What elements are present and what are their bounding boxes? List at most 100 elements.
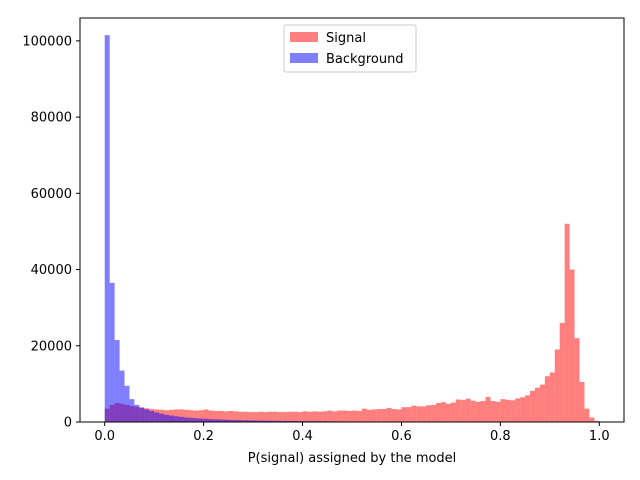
signal-bar — [539, 384, 545, 422]
signal-bar — [455, 399, 461, 422]
background-bar — [262, 420, 268, 422]
signal-bar — [411, 405, 417, 422]
y-tick-label: 20000 — [31, 339, 72, 354]
plot-frame — [79, 17, 625, 423]
y-tick-label: 100000 — [22, 34, 72, 49]
signal-bar — [495, 401, 501, 422]
signal-bar — [416, 406, 422, 422]
background-bar — [272, 420, 278, 422]
signal-bar — [297, 412, 303, 422]
signal-bar — [559, 322, 565, 422]
background-bar — [277, 420, 283, 422]
background-bar — [159, 413, 165, 422]
signal-bar — [549, 372, 555, 422]
y-tick-label: 0 — [64, 416, 72, 431]
signal-bar — [361, 408, 367, 422]
background-bar — [267, 420, 273, 422]
signal-bar — [188, 410, 194, 422]
y-tick-label: 60000 — [31, 187, 72, 202]
x-tick-label: 0.8 — [490, 429, 511, 444]
signal-bar — [183, 409, 189, 422]
signal-bar — [594, 420, 600, 422]
signal-bar — [258, 411, 263, 422]
signal-bar — [272, 411, 278, 422]
signal-bar — [352, 410, 357, 422]
background-bar — [203, 418, 209, 422]
signal-bar — [376, 409, 382, 422]
signal-bar — [525, 395, 531, 422]
signal-bar — [218, 410, 224, 422]
x-tick-label: 0.2 — [193, 429, 214, 444]
x-tick-label: 1.0 — [589, 429, 610, 444]
background-bar — [164, 414, 170, 422]
y-tick-label: 40000 — [31, 263, 72, 278]
series-background-bars — [104, 35, 600, 423]
signal-bar — [584, 408, 590, 422]
signal-bar — [396, 409, 402, 422]
signal-bar — [307, 411, 313, 422]
signal-bar — [332, 411, 338, 422]
signal-bar — [223, 411, 229, 422]
legend-swatch-background — [290, 53, 318, 63]
background-bar — [119, 370, 125, 422]
background-bar — [193, 418, 199, 422]
signal-bar — [406, 407, 412, 422]
background-bar — [104, 35, 110, 423]
signal-bar — [510, 400, 516, 422]
signal-bar — [520, 397, 526, 422]
series-signal-bars — [104, 223, 600, 422]
signal-bar — [505, 399, 511, 422]
signal-bar — [515, 398, 521, 422]
background-bar — [253, 420, 259, 422]
signal-bar — [208, 410, 214, 422]
signal-bar — [371, 409, 377, 422]
signal-bar — [436, 402, 442, 422]
signal-bar — [347, 410, 352, 422]
background-bar — [183, 417, 189, 422]
signal-bar — [327, 410, 333, 422]
x-tick-label: 0.6 — [391, 429, 412, 444]
signal-bar — [381, 409, 387, 422]
y-tick-label: 80000 — [31, 111, 72, 126]
background-bar — [198, 418, 204, 422]
background-bar — [282, 420, 288, 422]
background-bar — [109, 282, 115, 422]
legend-label-signal: Signal — [326, 31, 366, 46]
background-bar — [129, 399, 135, 422]
background-bar — [218, 419, 224, 422]
background-bar — [258, 420, 263, 422]
signal-bar — [574, 338, 580, 422]
signal-bar — [421, 406, 427, 422]
signal-bar — [366, 409, 372, 422]
background-bar — [208, 419, 214, 422]
background-bar — [188, 417, 194, 422]
signal-bar — [292, 411, 298, 422]
legend: Signal Background — [283, 24, 417, 73]
signal-bar — [490, 401, 496, 422]
signal-bar — [253, 412, 259, 422]
signal-bar — [564, 223, 570, 422]
legend-label-background: Background — [326, 52, 404, 67]
background-bar — [233, 420, 239, 422]
signal-bar — [337, 410, 343, 422]
signal-bar — [480, 401, 486, 422]
signal-bar — [277, 412, 283, 422]
background-bar — [178, 416, 184, 422]
signal-bar — [233, 411, 239, 422]
signal-bar — [213, 410, 219, 422]
signal-bar — [322, 411, 328, 422]
signal-bar — [178, 409, 184, 422]
signal-bar — [243, 411, 249, 422]
x-axis-label: P(signal) assigned by the model — [248, 451, 457, 466]
background-bar — [173, 416, 179, 422]
background-bar — [223, 419, 229, 422]
legend-swatch-signal — [290, 32, 318, 42]
background-bar — [228, 419, 234, 422]
signal-bar — [500, 399, 506, 422]
signal-bar — [198, 410, 204, 422]
signal-bar — [485, 396, 491, 422]
signal-bar — [554, 349, 560, 422]
bars-layer — [104, 35, 600, 423]
